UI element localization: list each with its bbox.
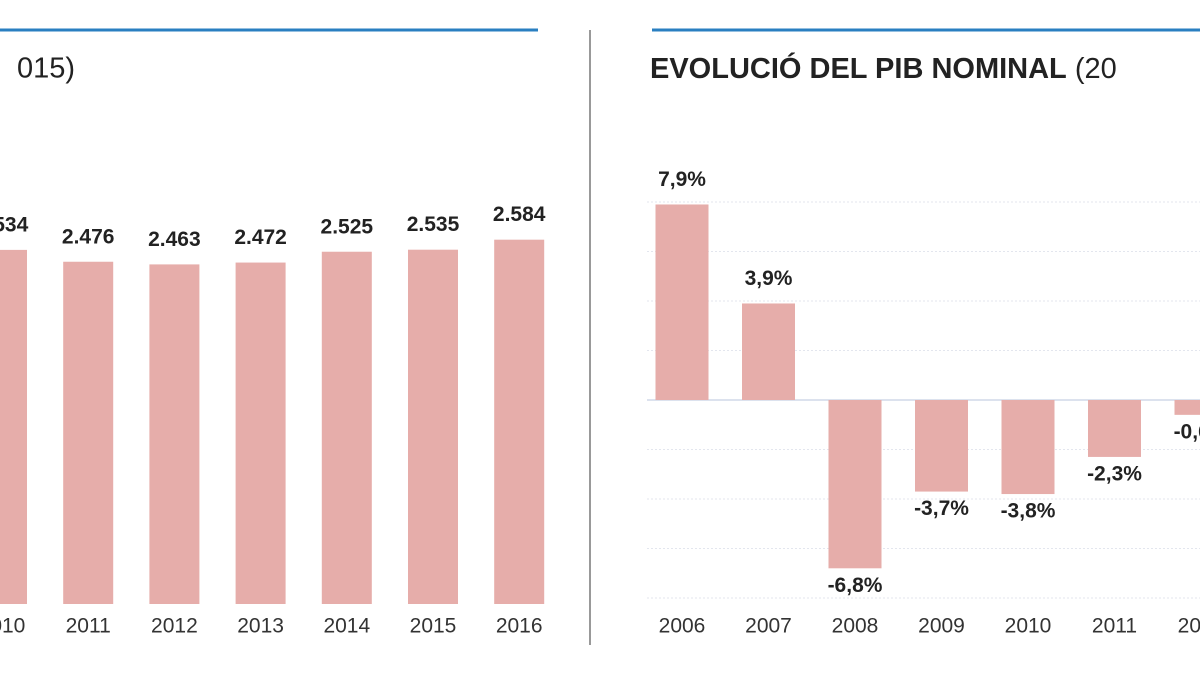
data-label: -0,6%	[1174, 420, 1200, 443]
data-label: 2.472	[234, 226, 287, 249]
bar	[742, 303, 795, 400]
bar	[915, 400, 968, 492]
chart-title: EVOLUCIÓ DEL PIB NOMINAL (20	[650, 51, 1117, 85]
bar	[828, 400, 882, 569]
x-tick-label: 2010	[1005, 615, 1052, 638]
chart-title: EVOLUCIÓ DEL PIB NOMINAL	[650, 51, 1067, 85]
bar	[408, 249, 458, 604]
x-tick-label: 2016	[496, 615, 543, 638]
x-tick-label: 2010	[0, 615, 25, 638]
x-tick-label: 2008	[832, 615, 879, 638]
x-tick-label: 2015	[410, 615, 457, 638]
bar	[321, 251, 372, 604]
x-tick-label: 2006	[659, 615, 706, 638]
data-label: 2.535	[407, 213, 460, 236]
x-tick-label: 2014	[323, 615, 370, 638]
data-label: -3,8%	[1001, 500, 1056, 523]
x-tick-label: 2007	[745, 615, 792, 638]
x-tick-label: 2013	[237, 615, 284, 638]
bar	[63, 261, 114, 604]
data-label: 2.463	[148, 228, 201, 251]
bar	[235, 262, 286, 604]
bar	[0, 249, 27, 605]
bar	[494, 239, 545, 604]
data-label: 7,9%	[658, 168, 706, 191]
bar	[1174, 400, 1200, 415]
data-label: -3,7%	[914, 497, 969, 520]
bar	[655, 204, 709, 400]
x-tick-label: 2012	[151, 615, 198, 638]
data-label: 2.476	[62, 225, 115, 248]
bar	[1001, 400, 1055, 495]
bar	[149, 264, 200, 604]
data-label: 2.525	[321, 215, 374, 238]
x-tick-label: 2011	[66, 615, 111, 638]
data-label: 2.584	[493, 203, 546, 226]
x-tick-label: 2012	[1178, 615, 1200, 638]
data-label: 3,9%	[745, 267, 793, 290]
chart-title: 015)	[17, 53, 75, 85]
data-label: 2.534	[0, 213, 29, 236]
data-label: -6,8%	[828, 574, 883, 597]
x-tick-label: 2009	[918, 615, 965, 638]
bar	[1088, 400, 1141, 457]
data-label: -2,3%	[1087, 462, 1142, 485]
chart-subtitle: (20	[1075, 53, 1117, 85]
x-tick-label: 2011	[1092, 615, 1137, 638]
